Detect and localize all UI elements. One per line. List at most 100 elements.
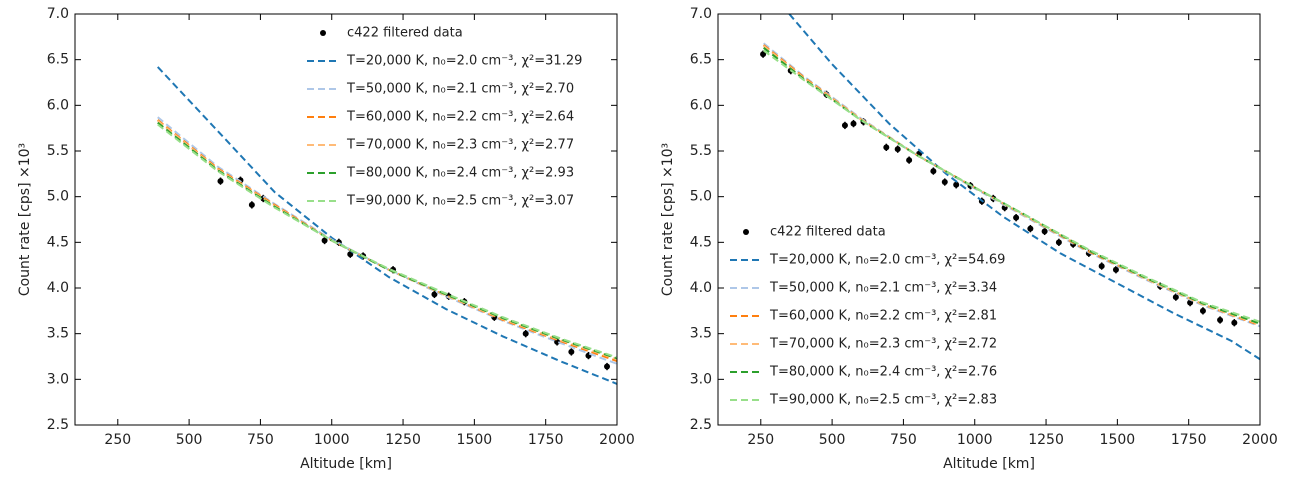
data-point <box>906 157 913 164</box>
data-point <box>894 146 901 153</box>
data-point <box>217 178 224 185</box>
data-point <box>930 168 937 175</box>
x-tick-label: 500 <box>176 432 203 448</box>
y-tick-label: 4.5 <box>47 234 69 250</box>
legend-label: T=50,000 K, n₀=2.1 cm⁻³, χ²=2.70 <box>346 82 574 97</box>
legend: c422 filtered data T=20,000 K, n₀=2.0 cm⁻… <box>730 225 1005 408</box>
x-tick-label: 750 <box>890 432 917 448</box>
y-tick-label: 2.5 <box>47 417 69 433</box>
x-tick-label: 750 <box>247 432 274 448</box>
x-tick-label: 1000 <box>314 432 350 448</box>
data-point <box>1217 316 1224 323</box>
legend-label: c422 filtered data <box>347 26 463 41</box>
plot-frame <box>717 13 1261 426</box>
data-point <box>953 181 960 188</box>
data-point <box>1199 307 1206 314</box>
y-tick-label: 7.0 <box>690 6 712 22</box>
x-axis-label: Altitude [km] <box>943 456 1035 472</box>
legend-label: T=60,000 K, n₀=2.2 cm⁻³, χ²=2.81 <box>769 309 997 324</box>
y-tick-label: 5.5 <box>47 143 69 159</box>
plot-frame <box>74 13 618 426</box>
legend-label: T=20,000 K, n₀=2.0 cm⁻³, χ²=54.69 <box>769 253 1005 268</box>
chart: 250 500 750 1000 1250 1500 1750 2000 2.5 3.0 3.5 4.… <box>660 6 1278 472</box>
x-tick-label: 1750 <box>528 432 564 448</box>
x-tick-label: 250 <box>747 432 774 448</box>
data-point <box>1112 266 1119 273</box>
y-tick-label: 7.0 <box>47 6 69 22</box>
data-point <box>850 120 857 127</box>
x-axis-label: Altitude [km] <box>300 456 392 472</box>
legend-marker <box>320 30 326 36</box>
data-point <box>1013 214 1020 221</box>
x-tick-label: 250 <box>104 432 131 448</box>
model-curve <box>157 120 617 361</box>
data-point <box>248 201 255 208</box>
y-tick-label: 6.0 <box>47 97 69 113</box>
data-point <box>760 51 767 58</box>
y-tick-label: 3.5 <box>690 326 712 342</box>
y-tick-label: 2.5 <box>690 417 712 433</box>
legend-label: T=50,000 K, n₀=2.1 cm⁻³, χ²=3.34 <box>769 281 997 296</box>
legend-label: T=80,000 K, n₀=2.4 cm⁻³, χ²=2.93 <box>346 166 574 181</box>
model-curve <box>157 119 617 363</box>
model-curve <box>788 14 1260 361</box>
y-tick-label: 5.5 <box>690 143 712 159</box>
x-tick-label: 1000 <box>957 432 993 448</box>
x-tick-label: 1750 <box>1171 432 1207 448</box>
legend-label: T=70,000 K, n₀=2.3 cm⁻³, χ²=2.72 <box>769 337 997 352</box>
y-tick-label: 4.0 <box>690 280 712 296</box>
data-point <box>321 237 328 244</box>
data-point <box>431 291 438 298</box>
x-tick-label: 1500 <box>457 432 493 448</box>
y-tick-label: 6.0 <box>690 97 712 113</box>
data-point <box>1027 225 1034 232</box>
legend-label: T=20,000 K, n₀=2.0 cm⁻³, χ²=31.29 <box>346 54 582 69</box>
legend-marker <box>743 229 749 235</box>
model-curve <box>763 49 1260 323</box>
model-curve <box>157 123 617 359</box>
legend: c422 filtered data T=20,000 K, n₀=2.0 cm⁻… <box>307 26 582 209</box>
y-tick-label: 5.0 <box>690 189 712 205</box>
legend-label: T=60,000 K, n₀=2.2 cm⁻³, χ²=2.64 <box>346 110 574 125</box>
data-point <box>604 363 611 370</box>
data-point <box>1172 294 1179 301</box>
y-tick-label: 6.5 <box>690 52 712 68</box>
x-tick-label: 2000 <box>599 432 635 448</box>
x-tick-label: 1500 <box>1100 432 1136 448</box>
model-curve <box>156 66 617 385</box>
model-curve <box>157 116 617 365</box>
data-point <box>1055 239 1062 246</box>
y-tick-label: 3.5 <box>47 326 69 342</box>
x-tick-label: 1250 <box>1028 432 1064 448</box>
data-point <box>841 122 848 129</box>
legend-label: T=70,000 K, n₀=2.3 cm⁻³, χ²=2.77 <box>346 138 574 153</box>
y-axis-label: Count rate [cps] ×10³ <box>17 143 33 296</box>
legend-label: T=90,000 K, n₀=2.5 cm⁻³, χ²=2.83 <box>769 393 997 408</box>
data-point <box>568 348 575 355</box>
data-point <box>1231 319 1238 326</box>
y-tick-label: 3.0 <box>690 371 712 387</box>
y-tick-label: 5.0 <box>47 189 69 205</box>
x-tick-label: 1250 <box>385 432 421 448</box>
plot-area <box>760 14 1260 361</box>
y-tick-label: 3.0 <box>47 371 69 387</box>
y-tick-label: 4.0 <box>47 280 69 296</box>
data-point <box>883 144 890 151</box>
y-tick-label: 4.5 <box>690 234 712 250</box>
legend-label: T=80,000 K, n₀=2.4 cm⁻³, χ²=2.76 <box>769 365 997 380</box>
data-point <box>1098 263 1105 270</box>
data-point <box>941 179 948 186</box>
x-tick-label: 2000 <box>1242 432 1278 448</box>
y-axis-label: Count rate [cps] ×10³ <box>660 143 676 296</box>
legend-label: T=90,000 K, n₀=2.5 cm⁻³, χ²=3.07 <box>346 194 574 209</box>
data-point <box>1041 228 1048 235</box>
legend-label: c422 filtered data <box>770 225 886 240</box>
plot-area <box>156 66 617 385</box>
x-tick-label: 500 <box>819 432 846 448</box>
y-tick-label: 6.5 <box>47 52 69 68</box>
model-curve <box>157 121 617 360</box>
data-point <box>522 330 529 337</box>
chart: 250 500 750 1000 1250 1500 1750 2000 2.5 3.0 3.5 4.… <box>17 6 635 472</box>
